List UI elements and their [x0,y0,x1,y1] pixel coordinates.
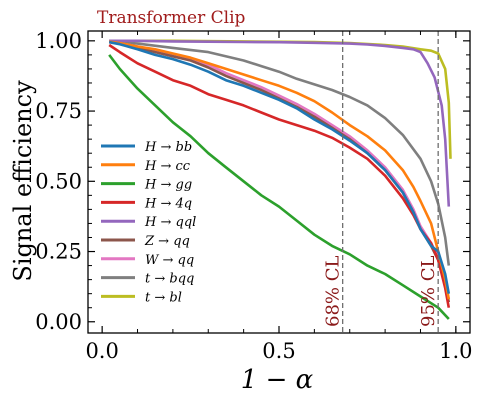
series-line [109,40,451,300]
y-tick-label: 0.00 [35,310,82,334]
series-line [108,40,451,294]
x-tick-label: 0.0 [85,339,118,363]
legend-label: H → cc [144,159,191,174]
x-tick-label: 1.0 [439,339,472,363]
cl-label: 95% CL [418,255,439,327]
legend-label: W → qq [145,253,194,268]
efficiency-curves [108,39,452,320]
legend-label: t → bqq [145,272,194,287]
legend-label: H → qql [144,215,196,230]
series-line [109,39,451,266]
chart-title: Transformer Clip [97,8,246,28]
confidence-level-lines: 68% CL 95% CL [323,31,439,333]
y-axis-label: Signal efficiency [9,80,37,282]
series-line [108,43,451,308]
cl-label: 68% CL [323,255,344,327]
legend: H → bb H → cc H → gg H → 4q H → qql Z → qq W →… [101,140,196,305]
series-line [108,54,450,320]
legend-label: H → 4q [144,196,192,211]
y-tick-label: 1.00 [35,29,82,53]
legend-label: H → gg [144,178,192,193]
y-tick-label: 0.25 [35,240,82,264]
series-line [109,39,451,207]
legend-label: H → bb [144,140,192,155]
legend-label: t → bl [145,290,182,305]
axis-ticks: 0.0 0.5 1.0 0.00 0.25 0.50 0.75 1.00 [35,29,472,363]
y-tick-label: 0.75 [35,99,82,123]
x-tick-label: 0.5 [262,339,295,363]
legend-label: Z → qq [144,234,190,249]
x-axis-label: 1 − α [241,365,314,395]
y-tick-label: 0.50 [35,169,82,193]
series-line [109,40,451,300]
